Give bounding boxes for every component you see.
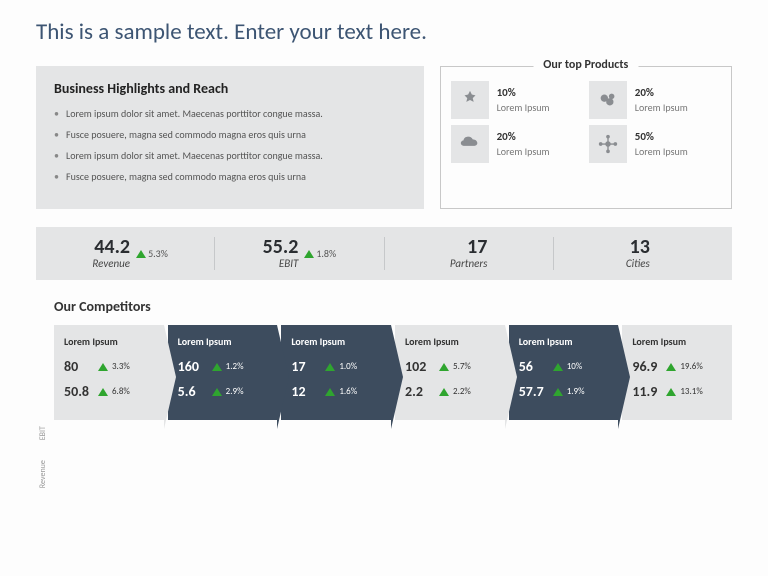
competitor-ebit: 5.62.9% xyxy=(178,383,270,400)
product-text: 50%Lorem Ipsum xyxy=(635,130,688,157)
kpi-delta: 5.3% xyxy=(136,247,168,260)
kpi-label: Revenue xyxy=(92,257,130,270)
up-arrow-icon xyxy=(666,388,676,396)
axis-labels: Revenue EBIT xyxy=(36,426,50,488)
product-text: 20%Lorem Ipsum xyxy=(497,130,550,157)
up-arrow-icon xyxy=(553,388,563,396)
product-item: 20%Lorem Ipsum xyxy=(451,125,583,163)
competitor-revenue: 1601.2% xyxy=(178,358,270,375)
up-arrow-icon xyxy=(98,388,108,396)
up-arrow-icon xyxy=(325,363,335,371)
product-item: 20%Lorem Ipsum xyxy=(589,81,721,119)
product-desc: Lorem Ipsum xyxy=(497,145,550,158)
kpi-value: 13 xyxy=(626,237,650,257)
competitor-ebit: 121.6% xyxy=(291,383,383,400)
competitor-card: Lorem Ipsum 171.0% 121.6% xyxy=(281,325,391,420)
product-desc: Lorem Ipsum xyxy=(497,101,550,114)
competitor-card: Lorem Ipsum 803.3% 50.86.8% xyxy=(54,325,164,420)
competitor-card: Lorem Ipsum 5610% 57.71.9% xyxy=(509,325,619,420)
kpi-item: 17Partners xyxy=(385,237,554,270)
competitor-revenue: 171.0% xyxy=(291,358,383,375)
competitor-card: Lorem Ipsum 96.919.6% 11.913.1% xyxy=(622,325,732,420)
competitor-ebit: 11.913.1% xyxy=(632,383,724,400)
product-pct: 20% xyxy=(635,86,688,100)
up-arrow-icon xyxy=(212,363,222,371)
page-title: This is a sample text. Enter your text h… xyxy=(0,0,768,46)
kpi-value: 55.2 xyxy=(263,237,299,257)
product-icon xyxy=(451,125,489,163)
kpi-item: 13Cities xyxy=(554,237,722,270)
competitor-ebit: 57.71.9% xyxy=(519,383,611,400)
product-text: 20%Lorem Ipsum xyxy=(635,86,688,113)
competitor-name: Lorem Ipsum xyxy=(519,335,611,348)
competitors-row: Lorem Ipsum 803.3% 50.86.8% Lorem Ipsum 1601… xyxy=(54,325,732,420)
axis-ebit: EBIT xyxy=(36,426,50,440)
product-desc: Lorem Ipsum xyxy=(635,101,688,114)
product-pct: 10% xyxy=(497,86,550,100)
highlights-heading: Business Highlights and Reach xyxy=(54,80,406,97)
up-arrow-icon xyxy=(212,388,222,396)
axis-revenue: Revenue xyxy=(36,460,50,488)
product-pct: 50% xyxy=(635,130,688,144)
kpi-item: 55.2EBIT1.8% xyxy=(215,237,384,270)
competitor-revenue: 96.919.6% xyxy=(632,358,724,375)
up-arrow-icon xyxy=(136,250,146,258)
highlight-bullet: Fusce posuere, magna sed commodo magna e… xyxy=(54,128,406,141)
competitor-name: Lorem Ipsum xyxy=(632,335,724,348)
highlight-bullet: Lorem ipsum dolor sit amet. Maecenas por… xyxy=(54,149,406,162)
kpi-label: Partners xyxy=(450,257,488,270)
competitor-name: Lorem Ipsum xyxy=(405,335,497,348)
up-arrow-icon xyxy=(304,250,314,258)
product-item: 50%Lorem Ipsum xyxy=(589,125,721,163)
highlight-bullet: Lorem ipsum dolor sit amet. Maecenas por… xyxy=(54,107,406,120)
kpi-label: Cities xyxy=(626,257,650,270)
competitor-revenue: 1025.7% xyxy=(405,358,497,375)
competitor-card: Lorem Ipsum 1601.2% 5.62.9% xyxy=(168,325,278,420)
products-grid: 10%Lorem Ipsum20%Lorem Ipsum20%Lorem Ips… xyxy=(451,81,721,163)
product-icon xyxy=(589,81,627,119)
competitor-ebit: 50.86.8% xyxy=(64,383,156,400)
kpi-delta: 1.8% xyxy=(304,247,336,260)
kpi-value: 44.2 xyxy=(92,237,130,257)
kpi-bar: 44.2Revenue5.3%55.2EBIT1.8%17Partners13C… xyxy=(36,227,732,280)
competitor-name: Lorem Ipsum xyxy=(178,335,270,348)
products-heading: Our top Products xyxy=(533,58,638,72)
upper-row: Business Highlights and Reach Lorem ipsu… xyxy=(36,66,732,209)
product-icon xyxy=(589,125,627,163)
highlights-list: Lorem ipsum dolor sit amet. Maecenas por… xyxy=(54,107,406,183)
product-desc: Lorem Ipsum xyxy=(635,145,688,158)
highlights-panel: Business Highlights and Reach Lorem ipsu… xyxy=(36,66,424,209)
competitor-name: Lorem Ipsum xyxy=(291,335,383,348)
highlight-bullet: Fusce posuere, magna sed commodo magna e… xyxy=(54,170,406,183)
product-text: 10%Lorem Ipsum xyxy=(497,86,550,113)
competitor-card: Lorem Ipsum 1025.7% 2.22.2% xyxy=(395,325,505,420)
up-arrow-icon xyxy=(325,388,335,396)
competitor-revenue: 803.3% xyxy=(64,358,156,375)
product-item: 10%Lorem Ipsum xyxy=(451,81,583,119)
product-pct: 20% xyxy=(497,130,550,144)
up-arrow-icon xyxy=(666,363,676,371)
up-arrow-icon xyxy=(439,388,449,396)
competitor-name: Lorem Ipsum xyxy=(64,335,156,348)
kpi-item: 44.2Revenue 5.3% xyxy=(46,237,215,270)
up-arrow-icon xyxy=(553,363,563,371)
product-icon xyxy=(451,81,489,119)
competitor-revenue: 5610% xyxy=(519,358,611,375)
competitor-ebit: 2.22.2% xyxy=(405,383,497,400)
up-arrow-icon xyxy=(98,363,108,371)
products-panel: Our top Products 10%Lorem Ipsum20%Lorem … xyxy=(440,66,732,209)
up-arrow-icon xyxy=(439,363,449,371)
kpi-value: 17 xyxy=(450,237,488,257)
competitors-heading: Our Competitors xyxy=(54,298,768,315)
